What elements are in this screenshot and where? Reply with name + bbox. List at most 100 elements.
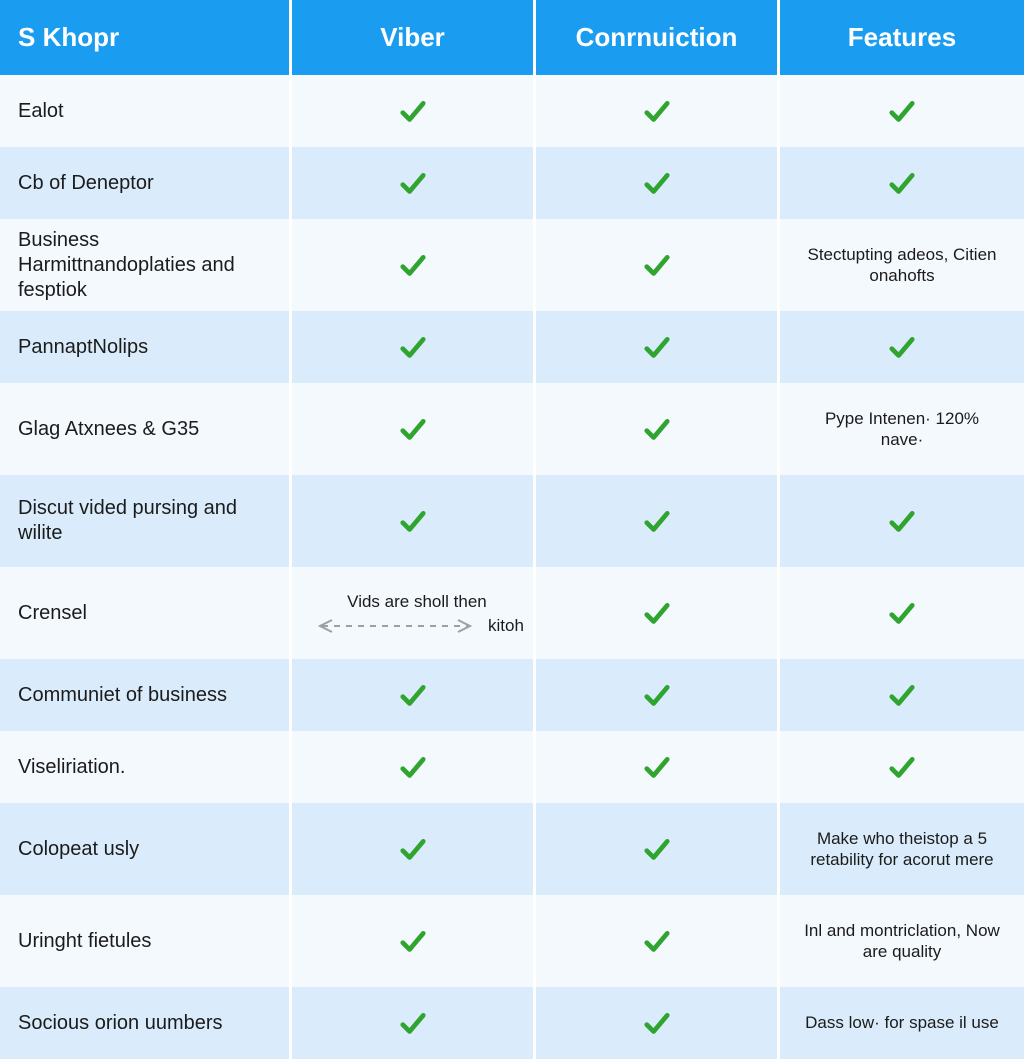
check-icon xyxy=(640,504,674,538)
cell xyxy=(780,311,1024,383)
cell xyxy=(292,659,536,731)
cell-text: Stectupting adeos, Citien onahofts xyxy=(798,244,1006,287)
check-icon xyxy=(640,1006,674,1040)
cell xyxy=(292,147,536,219)
table-row: Colopeat usly Make who theistop a 5 retab… xyxy=(0,803,1024,895)
check-icon xyxy=(640,330,674,364)
check-icon xyxy=(396,412,430,446)
annot-line2: kitoh xyxy=(488,616,524,636)
table-row: Business Harmittnandoplaties and fesptio… xyxy=(0,219,1024,311)
table-row: PannaptNolips xyxy=(0,311,1024,383)
row-label: Uringht fietules xyxy=(0,895,292,987)
check-icon xyxy=(640,750,674,784)
cell xyxy=(292,895,536,987)
check-icon xyxy=(640,678,674,712)
double-arrow-icon xyxy=(310,619,480,633)
row-label: Glag Atxnees & G35 xyxy=(0,383,292,475)
row-label: Business Harmittnandoplaties and fesptio… xyxy=(0,219,292,311)
cell xyxy=(780,147,1024,219)
check-icon xyxy=(396,166,430,200)
cell xyxy=(536,731,780,803)
col-header-0: S Khopr xyxy=(0,0,292,75)
check-icon xyxy=(885,678,919,712)
check-icon xyxy=(885,596,919,630)
cell-text: Make who theistop a 5 retability for aco… xyxy=(798,828,1006,871)
row-label: Cb of Deneptor xyxy=(0,147,292,219)
col-header-1: Viber xyxy=(292,0,536,75)
table-row: Uringht fietules Inl and montriclation, N… xyxy=(0,895,1024,987)
check-icon xyxy=(885,166,919,200)
cell: Inl and montriclation, Now are quality xyxy=(780,895,1024,987)
cell-text: Dass low· for spase il use xyxy=(798,1012,1006,1033)
check-icon xyxy=(396,504,430,538)
cell xyxy=(536,895,780,987)
check-icon xyxy=(640,166,674,200)
check-icon xyxy=(640,248,674,282)
cell xyxy=(536,659,780,731)
check-icon xyxy=(885,750,919,784)
check-icon xyxy=(396,94,430,128)
col-header-3: Features xyxy=(780,0,1024,75)
annot-line1: Vids are sholl then xyxy=(347,592,487,612)
check-icon xyxy=(885,330,919,364)
row-label: Socious orion uumbers xyxy=(0,987,292,1059)
table-body: EalotCb of DeneptorBusiness Harmittnando… xyxy=(0,75,1024,1059)
table-row: Socious orion uumbers Dass low· for spase… xyxy=(0,987,1024,1059)
cell xyxy=(536,475,780,567)
table-header-row: S Khopr Viber Conrnuiction Features xyxy=(0,0,1024,75)
check-icon xyxy=(640,412,674,446)
table-row: Cb of Deneptor xyxy=(0,147,1024,219)
cell-text: Inl and montriclation, Now are quality xyxy=(798,920,1006,963)
cell xyxy=(292,219,536,311)
cell xyxy=(536,219,780,311)
check-icon xyxy=(640,924,674,958)
cell xyxy=(292,731,536,803)
row-label: Ealot xyxy=(0,75,292,147)
row-label: PannaptNolips xyxy=(0,311,292,383)
comparison-table: S Khopr Viber Conrnuiction Features Ealo… xyxy=(0,0,1024,1059)
row-label: Communiet of business xyxy=(0,659,292,731)
cell xyxy=(536,311,780,383)
check-icon xyxy=(396,1006,430,1040)
cell xyxy=(292,75,536,147)
cell xyxy=(780,475,1024,567)
cell xyxy=(536,567,780,659)
cell-text: Pype Intenen· 120% nave· xyxy=(798,408,1006,451)
cell xyxy=(292,383,536,475)
cell xyxy=(292,987,536,1059)
check-icon xyxy=(396,924,430,958)
check-icon xyxy=(396,248,430,282)
cell xyxy=(536,803,780,895)
table-row: Glag Atxnees & G35 Pype Intenen· 120% nav… xyxy=(0,383,1024,475)
table-row: Ealot xyxy=(0,75,1024,147)
cell xyxy=(780,659,1024,731)
table-row: Viseliriation. xyxy=(0,731,1024,803)
row-label: Viseliriation. xyxy=(0,731,292,803)
annotated-cell: Vids are sholl thenkitoh xyxy=(310,592,524,636)
cell: Vids are sholl thenkitoh xyxy=(292,567,536,659)
cell xyxy=(780,75,1024,147)
col-header-2: Conrnuiction xyxy=(536,0,780,75)
check-icon xyxy=(396,678,430,712)
cell xyxy=(292,803,536,895)
row-label: Discut vided pursing and wilite xyxy=(0,475,292,567)
table-row: Discut vided pursing and wilite xyxy=(0,475,1024,567)
check-icon xyxy=(396,750,430,784)
row-label: Colopeat usly xyxy=(0,803,292,895)
cell xyxy=(536,987,780,1059)
cell: Dass low· for spase il use xyxy=(780,987,1024,1059)
table-row: CrenselVids are sholl thenkitoh xyxy=(0,567,1024,659)
cell xyxy=(536,147,780,219)
cell xyxy=(292,311,536,383)
check-icon xyxy=(885,94,919,128)
cell: Make who theistop a 5 retability for aco… xyxy=(780,803,1024,895)
cell xyxy=(780,731,1024,803)
cell: Pype Intenen· 120% nave· xyxy=(780,383,1024,475)
cell xyxy=(536,75,780,147)
check-icon xyxy=(396,330,430,364)
table-row: Communiet of business xyxy=(0,659,1024,731)
check-icon xyxy=(640,94,674,128)
cell xyxy=(536,383,780,475)
check-icon xyxy=(885,504,919,538)
cell xyxy=(292,475,536,567)
